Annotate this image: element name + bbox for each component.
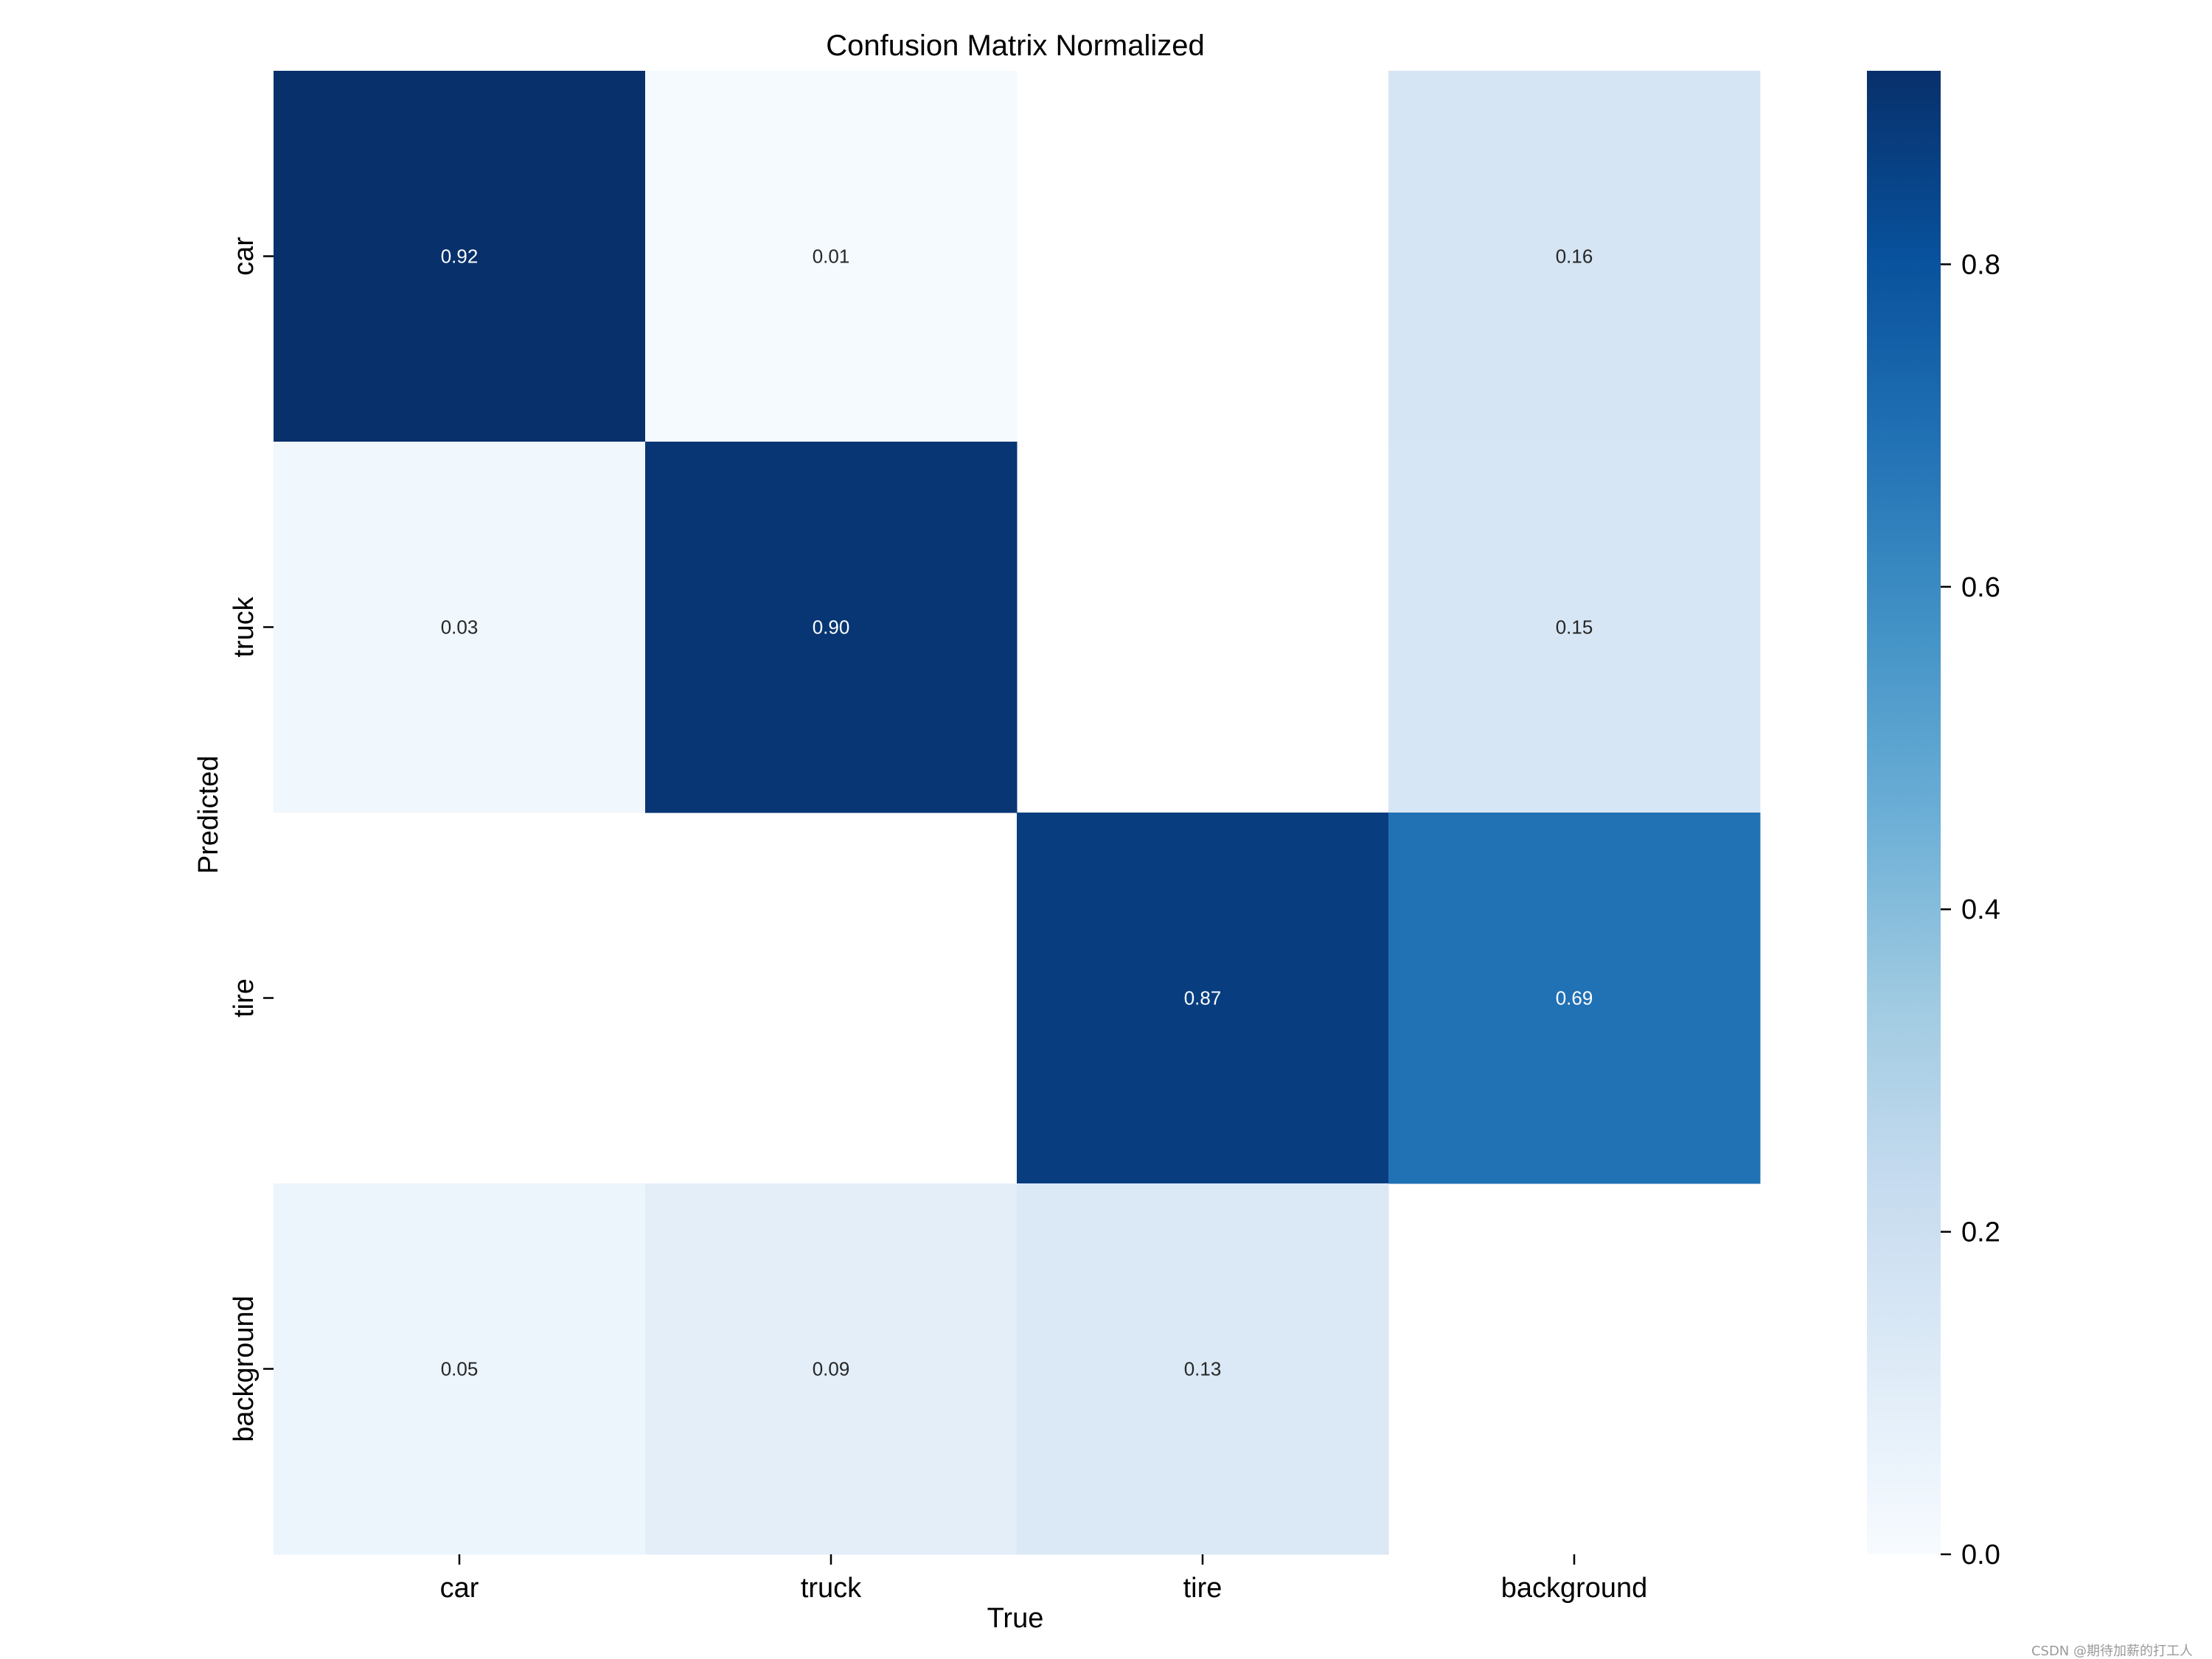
cell-value-label: 0.03 <box>441 616 479 639</box>
cell-value-label: 0.13 <box>1184 1358 1222 1380</box>
x-tick-label-tire: tire <box>1183 1573 1222 1604</box>
cell-value-label: 0.09 <box>813 1358 850 1380</box>
heatmap-cell-background-car <box>274 1183 646 1555</box>
cell-value-label: 0.69 <box>1556 987 1593 1009</box>
heatmap-cell-car-car <box>274 71 646 442</box>
y-tick-label-background: background <box>229 1295 260 1442</box>
cell-value-label: 0.16 <box>1556 246 1593 268</box>
y-tick-label-car: car <box>229 237 260 276</box>
cell-value-label: 0.01 <box>813 246 850 268</box>
colorbar-ticks: 0.0 0.2 0.4 0.6 0.8 <box>1941 249 2000 1571</box>
watermark-text: CSDN @期待加薪的打工人 <box>2031 1644 2193 1659</box>
cell-value-label: 0.92 <box>441 246 479 268</box>
x-tick-label-background: background <box>1501 1573 1648 1604</box>
heatmap-cell-tire-background <box>1388 813 1761 1184</box>
cell-value-label: 0.05 <box>441 1358 479 1380</box>
colorbar-tick-label: 0.8 <box>1961 249 2000 280</box>
y-tick-label-tire: tire <box>229 978 260 1018</box>
heatmap-cell-truck-car <box>274 442 646 813</box>
heatmap-cell-background-tire <box>1017 1183 1389 1555</box>
x-axis-ticks: car truck tire background <box>440 1554 1648 1604</box>
y-axis-ticks: car truck tire background <box>229 237 274 1442</box>
colorbar-tick-label: 0.4 <box>1961 894 2000 925</box>
heatmap-cell-background-truck <box>645 1183 1018 1555</box>
cell-value-label: 0.15 <box>1556 616 1593 639</box>
heatmap-cells: 0.92 0.01 0.16 0.03 0.90 0.15 0.87 0.69 0.05 0.09… <box>274 71 1761 1555</box>
heatmap-cell-car-truck <box>645 71 1018 442</box>
y-tick-label-truck: truck <box>229 596 260 657</box>
x-axis-label: True <box>987 1603 1044 1634</box>
heatmap-cell-truck-background <box>1388 442 1761 813</box>
cell-value-label: 0.87 <box>1184 987 1222 1009</box>
heatmap-cell-tire-tire <box>1017 813 1389 1184</box>
cell-value-label: 0.90 <box>813 616 850 639</box>
heatmap-cell-truck-truck <box>645 442 1018 813</box>
colorbar <box>1867 71 1941 1554</box>
x-tick-label-car: car <box>440 1573 479 1604</box>
heatmap-cell-car-background <box>1388 71 1761 442</box>
x-tick-label-truck: truck <box>801 1573 862 1604</box>
colorbar-tick-label: 0.6 <box>1961 572 2000 603</box>
colorbar-tick-label: 0.0 <box>1961 1540 2000 1571</box>
chart-title: Confusion Matrix Normalized <box>826 29 1205 62</box>
colorbar-tick-label: 0.2 <box>1961 1217 2000 1248</box>
y-axis-label: Predicted <box>193 756 224 874</box>
